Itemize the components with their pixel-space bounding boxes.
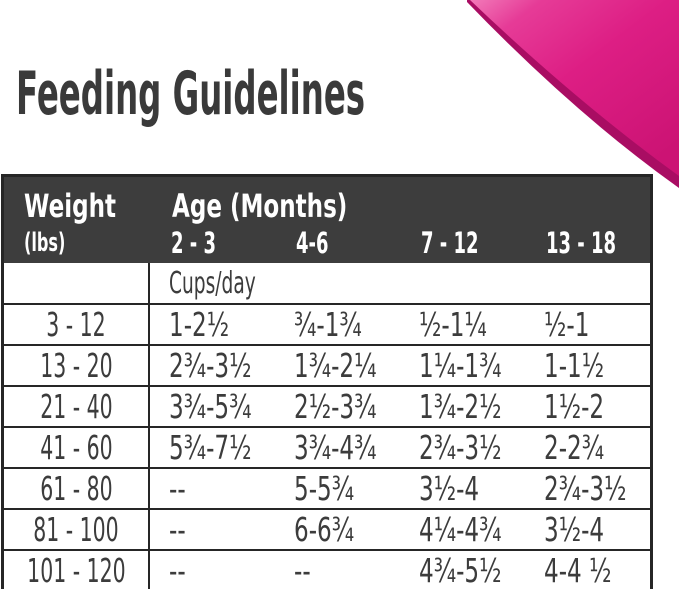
units-label: Cups/day <box>169 265 256 301</box>
table-row: 21 - 40 3¾-5¾ 2½-3¾ 1¾-2½ 1½-2 <box>4 387 650 428</box>
value-cell: 3½-4 <box>544 510 605 549</box>
value-cell: ½-1 <box>544 305 590 344</box>
value-cell: 5-5¾ <box>294 469 355 508</box>
table-row: 61 - 80 -- 5-5¾ 3½-4 2¾-3½ <box>4 469 650 510</box>
age-col-2-3: 2 - 3 <box>171 225 217 260</box>
value-cell: 2¾-3½ <box>544 469 627 508</box>
value-cell: 1¾-2¼ <box>294 346 377 385</box>
units-row: Cups/day <box>4 263 650 305</box>
value-cell: 3½-4 <box>419 469 480 508</box>
value-cell: 1¾-2½ <box>419 387 502 426</box>
age-col-7-12: 7 - 12 <box>421 225 479 260</box>
weight-cell: 3 - 12 <box>4 305 150 344</box>
value-cell: ¾-1¾ <box>294 305 362 344</box>
value-cell: 4-4 ½ <box>544 551 612 589</box>
weight-column-header: Weight <box>24 187 117 225</box>
value-cell: 1½-2 <box>544 387 605 426</box>
table-row: 41 - 60 5¾-7½ 3¾-4¾ 2¾-3½ 2-2¾ <box>4 428 650 469</box>
value-cell: -- <box>169 551 186 589</box>
table-row: 13 - 20 2¾-3½ 1¾-2¼ 1¼-1¾ 1-1½ <box>4 346 650 387</box>
value-cell: -- <box>169 510 186 549</box>
value-cell: 4¼-4¾ <box>419 510 502 549</box>
value-cell: 4¾-5½ <box>419 551 502 589</box>
value-cell: -- <box>294 551 311 589</box>
age-months-header: Age (Months) <box>172 187 348 225</box>
table-row: 101 - 120 -- -- 4¾-5½ 4-4 ½ <box>4 551 650 589</box>
value-cell: 3¾-4¾ <box>294 428 377 467</box>
value-cell: 2½-3¾ <box>294 387 377 426</box>
weight-unit-label: (lbs) <box>24 227 66 258</box>
value-cell: 6-6¾ <box>294 510 355 549</box>
value-cell: 2-2¾ <box>544 428 605 467</box>
age-col-4-6: 4-6 <box>296 225 329 260</box>
table-header: Weight Age (Months) (lbs) 2 - 3 4-6 7 - … <box>4 177 650 263</box>
value-cell: 1-1½ <box>544 346 605 385</box>
age-col-13-18: 13 - 18 <box>546 225 617 260</box>
weight-cell: 41 - 60 <box>4 428 150 467</box>
value-cell: 1-2½ <box>169 305 230 344</box>
value-cell: 2¾-3½ <box>169 346 252 385</box>
units-row-spacer <box>4 263 150 303</box>
page-title: Feeding Guidelines <box>16 59 366 129</box>
weight-cell: 61 - 80 <box>4 469 150 508</box>
value-cell: 3¾-5¾ <box>169 387 252 426</box>
value-cell: ½-1¼ <box>419 305 487 344</box>
feeding-table: Weight Age (Months) (lbs) 2 - 3 4-6 7 - … <box>1 174 653 589</box>
value-cell: 5¾-7½ <box>169 428 252 467</box>
value-cell: 2¾-3½ <box>419 428 502 467</box>
weight-cell: 101 - 120 <box>4 551 150 589</box>
value-cell: -- <box>169 469 186 508</box>
weight-cell: 81 - 100 <box>4 510 150 549</box>
table-row: 81 - 100 -- 6-6¾ 4¼-4¾ 3½-4 <box>4 510 650 551</box>
weight-cell: 13 - 20 <box>4 346 150 385</box>
pink-swoosh-decoration <box>467 0 679 188</box>
value-cell: 1¼-1¾ <box>419 346 502 385</box>
table-row: 3 - 12 1-2½ ¾-1¾ ½-1¼ ½-1 <box>4 305 650 346</box>
weight-cell: 21 - 40 <box>4 387 150 426</box>
